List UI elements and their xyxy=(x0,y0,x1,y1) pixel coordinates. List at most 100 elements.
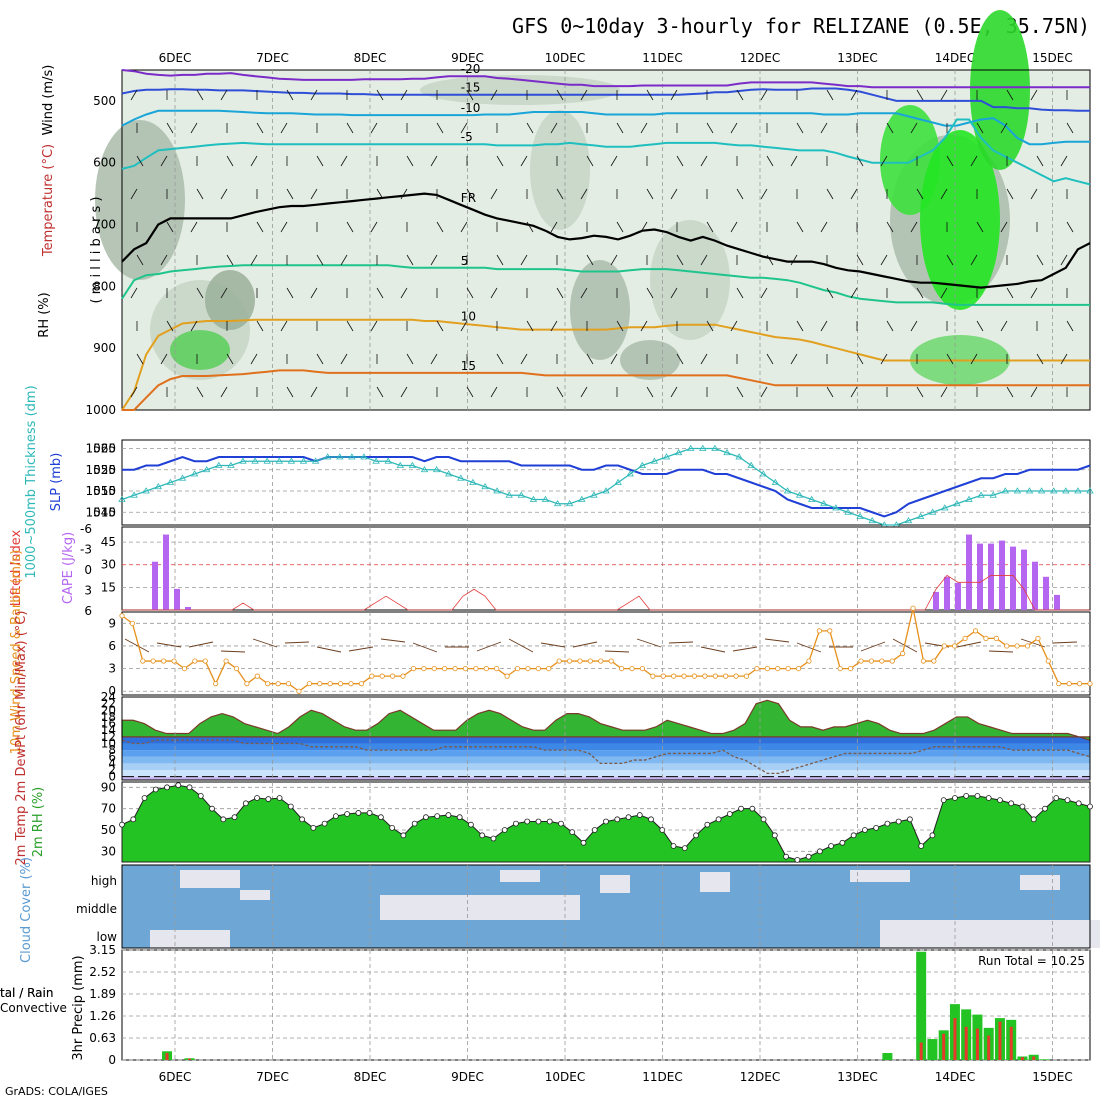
wind-barb xyxy=(616,122,624,134)
wind-barb xyxy=(856,353,864,365)
wind-barb xyxy=(490,188,498,200)
wind10-point xyxy=(462,665,469,672)
precip-tick: 2.52 xyxy=(89,965,116,979)
dewpoint-line xyxy=(121,739,1091,775)
rh-point xyxy=(276,795,283,801)
rh-point xyxy=(648,816,654,823)
wind10-point xyxy=(941,643,947,649)
wind10-axis-label: 10m Wind Speed & Barbs (m/s) xyxy=(9,550,24,755)
wind-barb xyxy=(166,122,174,134)
date-label-top: 10DEC xyxy=(545,51,585,65)
thickness-point xyxy=(384,457,392,464)
thickness-point xyxy=(239,457,247,464)
rh-point xyxy=(513,820,519,827)
wind-barb xyxy=(610,254,618,266)
li-tick: 6 xyxy=(84,604,92,618)
wind10-point xyxy=(348,681,354,687)
rh-point xyxy=(366,810,373,816)
wind-barb xyxy=(130,386,138,398)
wind10-barb xyxy=(380,638,406,643)
cloud-frame xyxy=(121,864,1091,949)
li-line xyxy=(122,574,1090,611)
date-label-bottom: 6DEC xyxy=(159,1070,192,1084)
precip-conv-bar xyxy=(1032,1056,1036,1060)
rh-shade xyxy=(620,340,680,380)
thickness-point xyxy=(287,457,296,464)
wind10-point xyxy=(920,658,927,664)
rh-point xyxy=(445,812,452,818)
wind10-point xyxy=(192,658,198,664)
rh-point xyxy=(681,845,688,852)
cloud-clear xyxy=(180,870,240,888)
wind-barb xyxy=(616,320,624,332)
thickness-point xyxy=(348,453,356,460)
rh-shade xyxy=(420,75,620,105)
wind-barb xyxy=(466,188,474,200)
wind-barb xyxy=(496,254,504,266)
isotherm-label: 15 xyxy=(461,359,476,373)
rh-point xyxy=(828,843,835,849)
wind10-barb xyxy=(988,650,1014,653)
thickness-point xyxy=(166,478,175,485)
rh-point xyxy=(186,784,193,791)
wind-barb xyxy=(706,320,714,332)
wind-barb xyxy=(940,386,948,398)
wind-barb xyxy=(190,320,198,332)
wind-barb xyxy=(736,287,744,299)
isotherm-label: 10 xyxy=(461,309,476,323)
thickness-point xyxy=(481,482,489,490)
wind-barb xyxy=(220,188,228,200)
wind10-point xyxy=(431,665,437,672)
temp-tick: 22 xyxy=(101,697,116,711)
rh-point xyxy=(141,795,148,801)
wind-barb xyxy=(940,89,948,101)
precip-tick: 1.89 xyxy=(89,987,116,1001)
temperature-axis-label: Temperature (°C) xyxy=(41,144,56,257)
wind-barb xyxy=(1006,287,1014,299)
temp-axis-label: 2m Temp 2m DewPt (6hr Min/Max) (°C) xyxy=(14,611,29,866)
temp-tick: 14 xyxy=(101,723,116,737)
wind10-point xyxy=(254,673,260,679)
wind-barb xyxy=(256,320,264,332)
thickness-point xyxy=(1025,487,1034,494)
wind-barb xyxy=(586,155,594,167)
dewpoint-band xyxy=(122,770,1090,777)
wind10-point xyxy=(587,658,593,664)
wind10-point xyxy=(1045,658,1051,664)
wind-barb xyxy=(220,386,228,398)
rh-point xyxy=(434,813,441,820)
wind-barb xyxy=(160,254,168,266)
precip-conv-bar xyxy=(165,1053,169,1060)
wind10-point xyxy=(296,688,302,694)
wind-barb xyxy=(340,353,348,365)
rh-point xyxy=(794,856,801,863)
precip-legend-total-hidden: tal / Rain xyxy=(0,986,53,1000)
temp-subzero xyxy=(122,776,1090,780)
thickness-point xyxy=(178,474,187,481)
thickness-point xyxy=(215,461,223,468)
wind-barb xyxy=(220,287,228,299)
wind-barb xyxy=(460,221,468,233)
rh-point xyxy=(873,824,880,831)
wind-barb xyxy=(316,155,324,167)
wind10-barb xyxy=(476,641,502,652)
wind-barb xyxy=(850,188,858,200)
wind-barb xyxy=(556,287,564,299)
thickness-point xyxy=(372,457,380,464)
rh-point xyxy=(704,821,711,828)
rh-point xyxy=(940,797,947,804)
wind-barb xyxy=(250,254,258,266)
wind-barb xyxy=(1036,353,1044,365)
wind10-point xyxy=(691,673,698,679)
wind10-point xyxy=(140,658,146,664)
wind10-point xyxy=(837,665,843,672)
wind-barb xyxy=(490,386,498,398)
isotherm-label: -15 xyxy=(461,81,481,95)
wind-barb xyxy=(1006,89,1014,101)
thickness-point xyxy=(154,482,163,490)
thickness-point xyxy=(795,491,804,498)
wind-barb xyxy=(1060,353,1068,365)
rh-point xyxy=(816,848,823,855)
cape-tick: 45 xyxy=(101,535,116,549)
thickness-point xyxy=(299,457,308,464)
